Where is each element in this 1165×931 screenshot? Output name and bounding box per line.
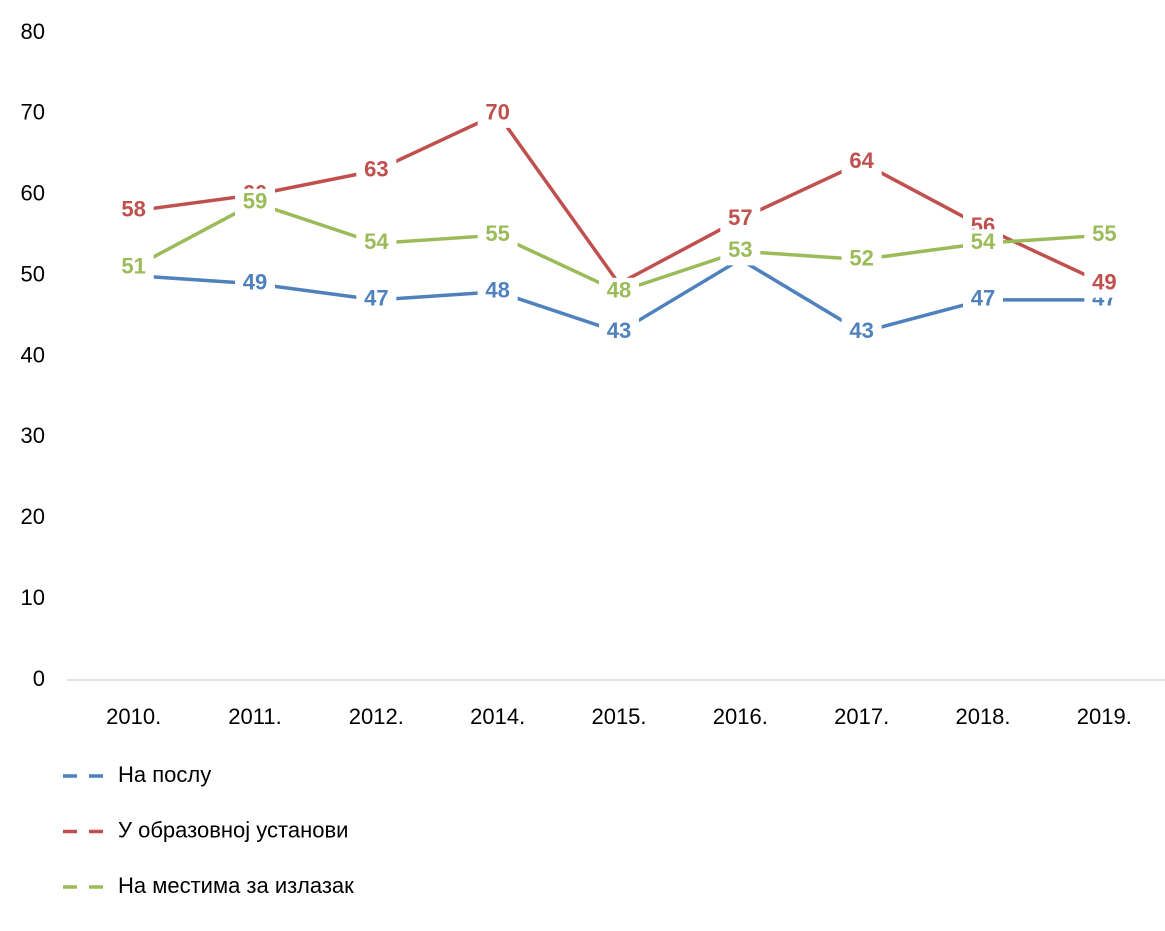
data-label: 52 [849,245,873,270]
data-label-group: 43 [599,318,639,347]
data-label-bg [841,318,882,347]
data-label: 47 [364,286,388,311]
x-tick-label: 2011. [228,704,281,729]
data-label-group: 49 [1084,269,1125,298]
x-tick-label: 2019. [1077,704,1132,729]
y-tick-label: 20 [21,504,45,529]
x-tick-label: 2012. [349,704,404,729]
data-label-group: 55 [1084,221,1125,250]
data-label-bg [599,318,639,347]
series-line [133,112,1106,286]
data-label-bg [477,277,518,306]
data-label-group: 55 [477,221,518,250]
y-tick-label: 70 [21,100,45,125]
data-label-bg [963,285,1003,314]
data-label-bg [477,99,518,128]
data-label-bg [356,156,397,185]
data-label-bg [235,269,275,298]
data-label-bg [113,253,154,282]
x-tick-label: 2017. [834,704,889,729]
data-label-bg [963,229,1003,258]
y-tick-label: 50 [21,261,45,286]
y-tick-label: 10 [21,585,45,610]
legend-label: На послу [118,762,211,787]
data-label-group: 47 [963,286,1003,314]
data-label: 58 [121,197,145,222]
data-label: 63 [364,156,388,181]
data-label: 70 [485,100,509,125]
data-label-group: 70 [477,99,518,128]
data-label-group: 59 [235,189,275,217]
data-label-group: 58 [113,196,154,225]
data-label-bg [235,188,275,217]
data-label: 43 [849,318,873,343]
data-label-group: 47 [356,285,397,314]
data-label-group: 51 [113,253,154,282]
data-label-group: 64 [841,148,882,177]
y-tick-label: 0 [33,666,45,691]
data-label-bg [720,237,761,266]
legend-label: На местима за излазак [118,873,354,898]
x-tick-label: 2014. [470,704,525,729]
data-label-bg [720,205,761,234]
data-label: 59 [243,189,267,214]
data-label-bg [356,229,397,258]
x-tick-label: 2015. [591,704,646,729]
data-label-bg [477,221,518,250]
data-label-group: 49 [235,270,275,298]
x-tick-label: 2010. [106,704,161,729]
data-label-bg [356,285,397,314]
data-label: 43 [607,318,631,343]
y-tick-label: 60 [21,181,45,206]
legend-label: У образовној установи [118,817,348,842]
y-tick-label: 40 [21,342,45,367]
data-label: 48 [607,278,631,303]
data-label-bg [599,277,639,306]
data-label-group: 54 [356,229,397,258]
y-tick-label: 30 [21,423,45,448]
data-label: 51 [121,253,145,278]
data-label-group: 43 [841,318,882,347]
data-label-bg [1084,221,1125,250]
data-label: 49 [243,270,267,295]
data-label-bg [841,245,882,274]
data-label: 57 [728,205,752,230]
data-label-bg [841,148,882,177]
data-label-group: 53 [720,237,761,266]
data-label-group: 52 [841,245,882,274]
data-label: 64 [849,148,874,173]
data-label-group: 63 [356,156,397,185]
data-label: 55 [1092,221,1116,246]
data-label-group: 57 [720,205,761,234]
data-label: 53 [728,237,752,262]
data-label: 54 [364,229,389,254]
data-label: 55 [485,221,509,246]
x-tick-label: 2016. [713,704,768,729]
data-label: 54 [971,229,996,254]
y-tick-label: 80 [21,19,45,44]
data-label-group: 48 [599,278,639,306]
data-label: 48 [485,278,509,303]
data-label-group: 54 [963,229,1003,258]
data-label-bg [1084,269,1125,298]
x-tick-label: 2018. [955,704,1010,729]
data-label: 49 [1092,270,1116,295]
data-label-bg [113,196,154,225]
data-label: 47 [971,286,995,311]
data-label-group: 48 [477,277,518,306]
